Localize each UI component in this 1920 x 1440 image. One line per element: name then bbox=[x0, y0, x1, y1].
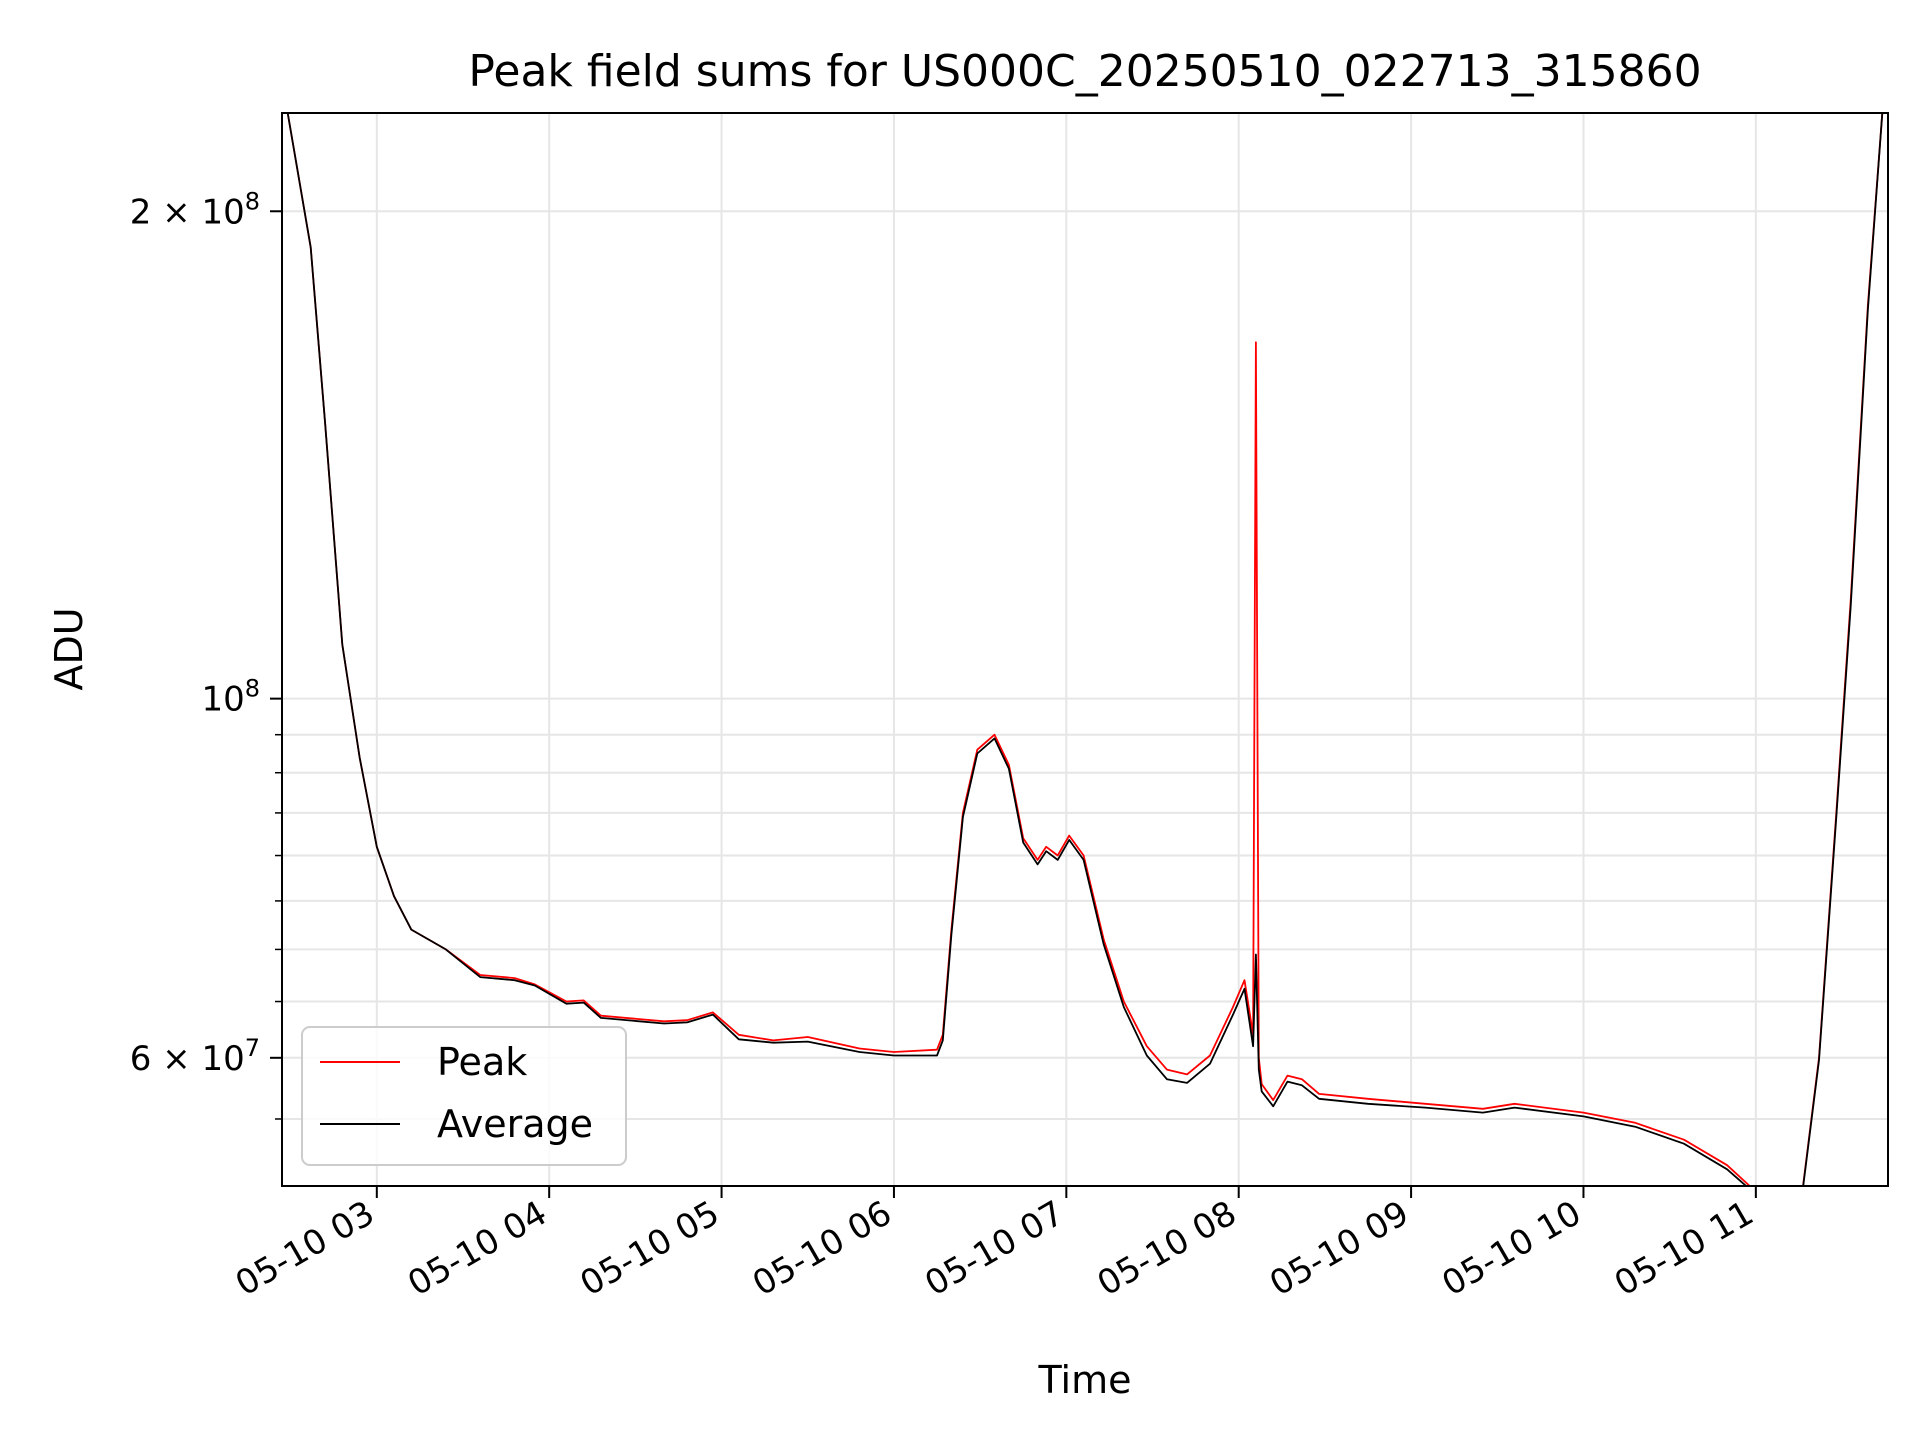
series-line-peak bbox=[286, 113, 1884, 1186]
grid bbox=[282, 113, 1888, 1186]
y-tick-label: 2 × 108 bbox=[130, 187, 260, 232]
y-tick-label: 6 × 107 bbox=[130, 1034, 260, 1079]
legend-label-peak: Peak bbox=[437, 1040, 527, 1084]
series-layer bbox=[286, 113, 1884, 1186]
y-tick-label: 108 bbox=[201, 675, 260, 720]
series-line-average bbox=[286, 113, 1884, 1186]
chart-title: Peak field sums for US000C_20250510_0227… bbox=[468, 46, 1701, 97]
legend: Peak Average bbox=[301, 1026, 627, 1166]
legend-label-average: Average bbox=[437, 1102, 593, 1146]
y-axis-label: ADU bbox=[47, 607, 91, 690]
x-axis-label: Time bbox=[1038, 1358, 1132, 1402]
plot-frame bbox=[281, 112, 1889, 1187]
